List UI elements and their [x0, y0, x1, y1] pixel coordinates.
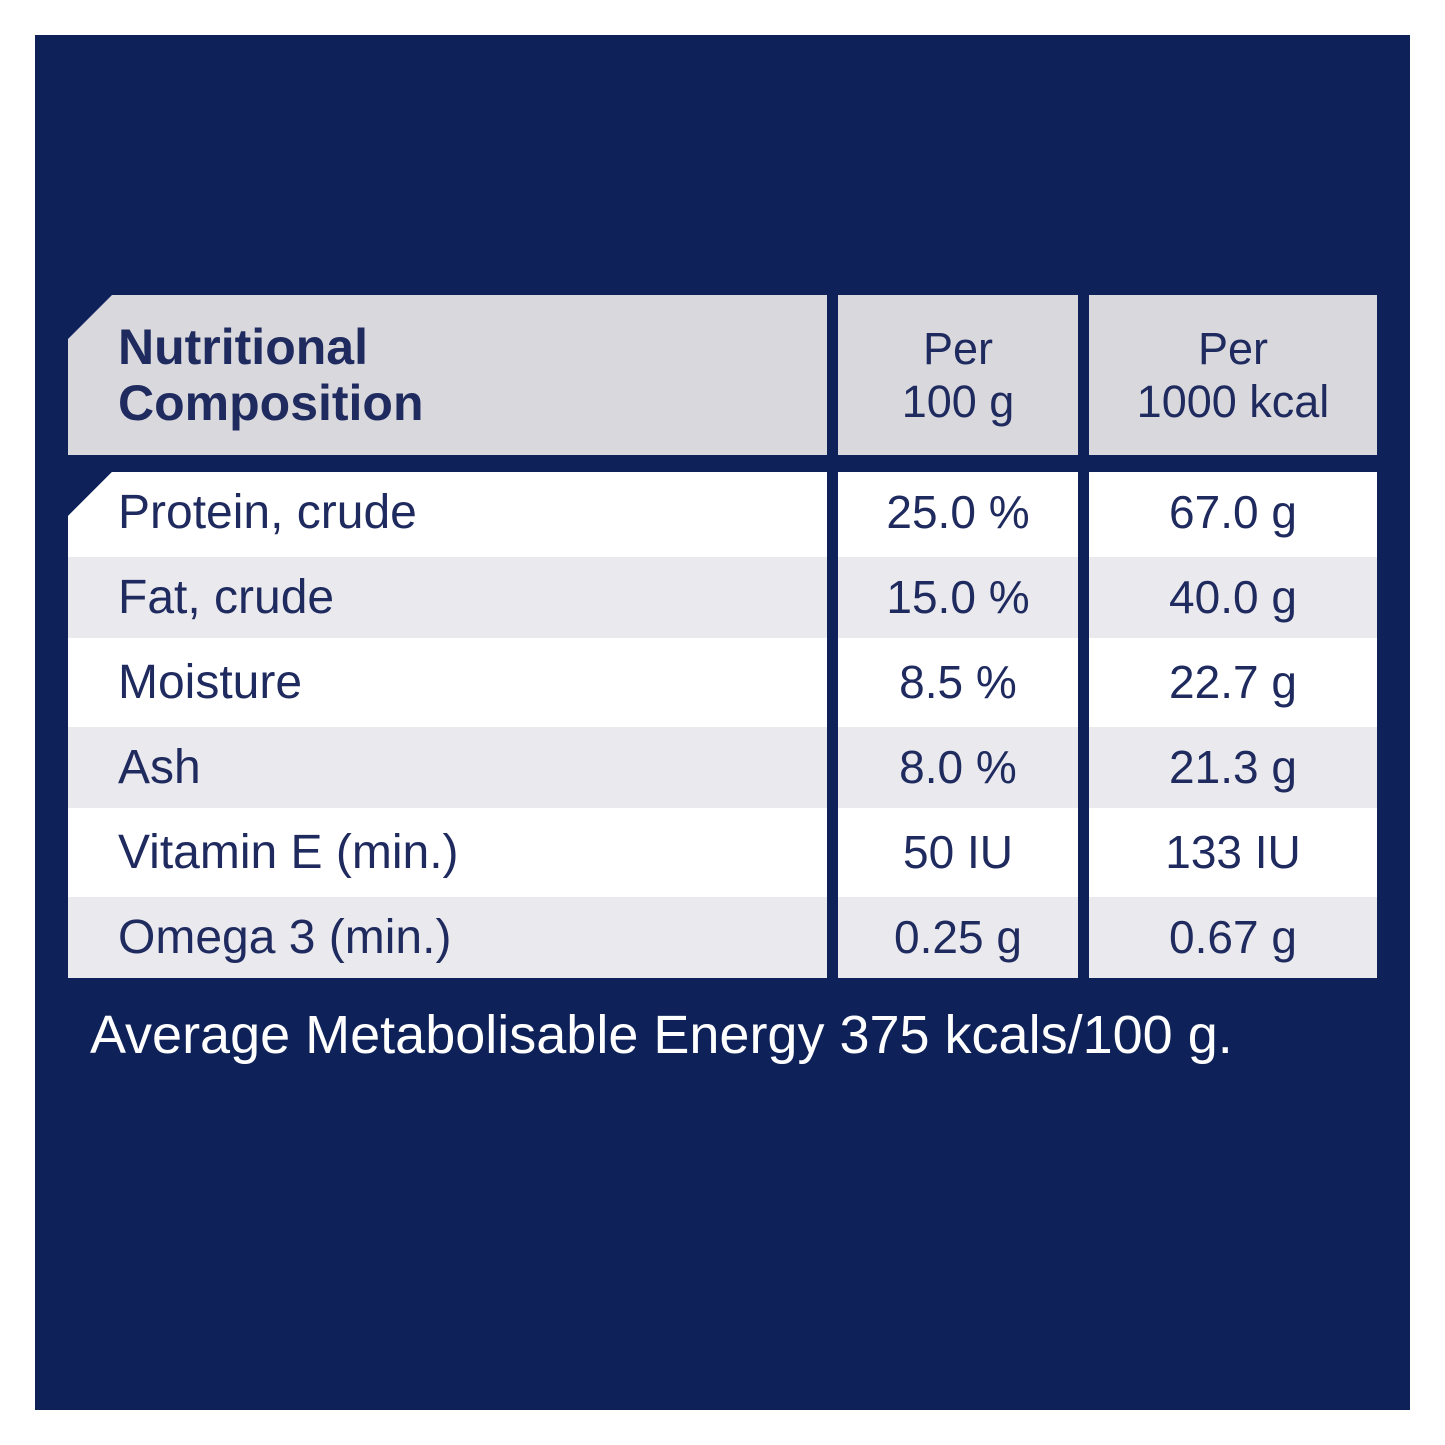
column-divider	[827, 472, 838, 978]
row-label: Moisture	[118, 656, 303, 709]
table-row: Moisture 8.5 % 22.7 g	[68, 642, 1377, 723]
row-value-per-100g: 8.0 %	[899, 741, 1017, 793]
col-header-per-1000kcal: Per 1000 kcal	[1089, 295, 1377, 455]
row-value-per-1000kcal: 0.67 g	[1169, 911, 1297, 963]
table-row: Protein, crude 25.0 % 67.0 g	[68, 472, 1377, 553]
row-value-per-1000kcal: 21.3 g	[1169, 741, 1297, 793]
row-label: Protein, crude	[118, 486, 417, 539]
table-row: Fat, crude 15.0 % 40.0 g	[68, 557, 1377, 638]
table-row: Omega 3 (min.) 0.25 g 0.67 g	[68, 897, 1377, 978]
row-value-per-1000kcal: 67.0 g	[1169, 486, 1297, 538]
row-value-per-1000kcal: 40.0 g	[1169, 571, 1297, 623]
row-value-per-100g: 0.25 g	[894, 911, 1022, 963]
table-row: Ash 8.0 % 21.3 g	[68, 727, 1377, 808]
row-label: Omega 3 (min.)	[118, 911, 452, 964]
row-value-per-100g: 15.0 %	[886, 571, 1030, 623]
row-value-per-100g: 25.0 %	[886, 486, 1030, 538]
row-label: Ash	[118, 741, 201, 794]
table-row: Vitamin E (min.) 50 IU 133 IU	[68, 812, 1377, 893]
col-header-per-100g: Per 100 g	[838, 295, 1078, 455]
header-title: Nutritional Composition	[68, 295, 827, 455]
row-value-per-1000kcal: 22.7 g	[1169, 656, 1297, 708]
row-value-per-1000kcal: 133 IU	[1165, 826, 1301, 878]
row-value-per-100g: 8.5 %	[899, 656, 1017, 708]
row-value-per-100g: 50 IU	[903, 826, 1013, 878]
row-label: Fat, crude	[118, 571, 335, 624]
table-header: Nutritional Composition Per 100 g Per 10…	[68, 295, 1377, 455]
row-label: Vitamin E (min.)	[118, 826, 459, 879]
nutrition-panel: Nutritional Composition Per 100 g Per 10…	[35, 35, 1410, 1410]
metabolisable-energy-note: Average Metabolisable Energy 375 kcals/1…	[90, 1005, 1233, 1065]
column-divider	[1078, 472, 1089, 978]
table-body: Protein, crude 25.0 % 67.0 g Fat, crude …	[68, 472, 1377, 978]
